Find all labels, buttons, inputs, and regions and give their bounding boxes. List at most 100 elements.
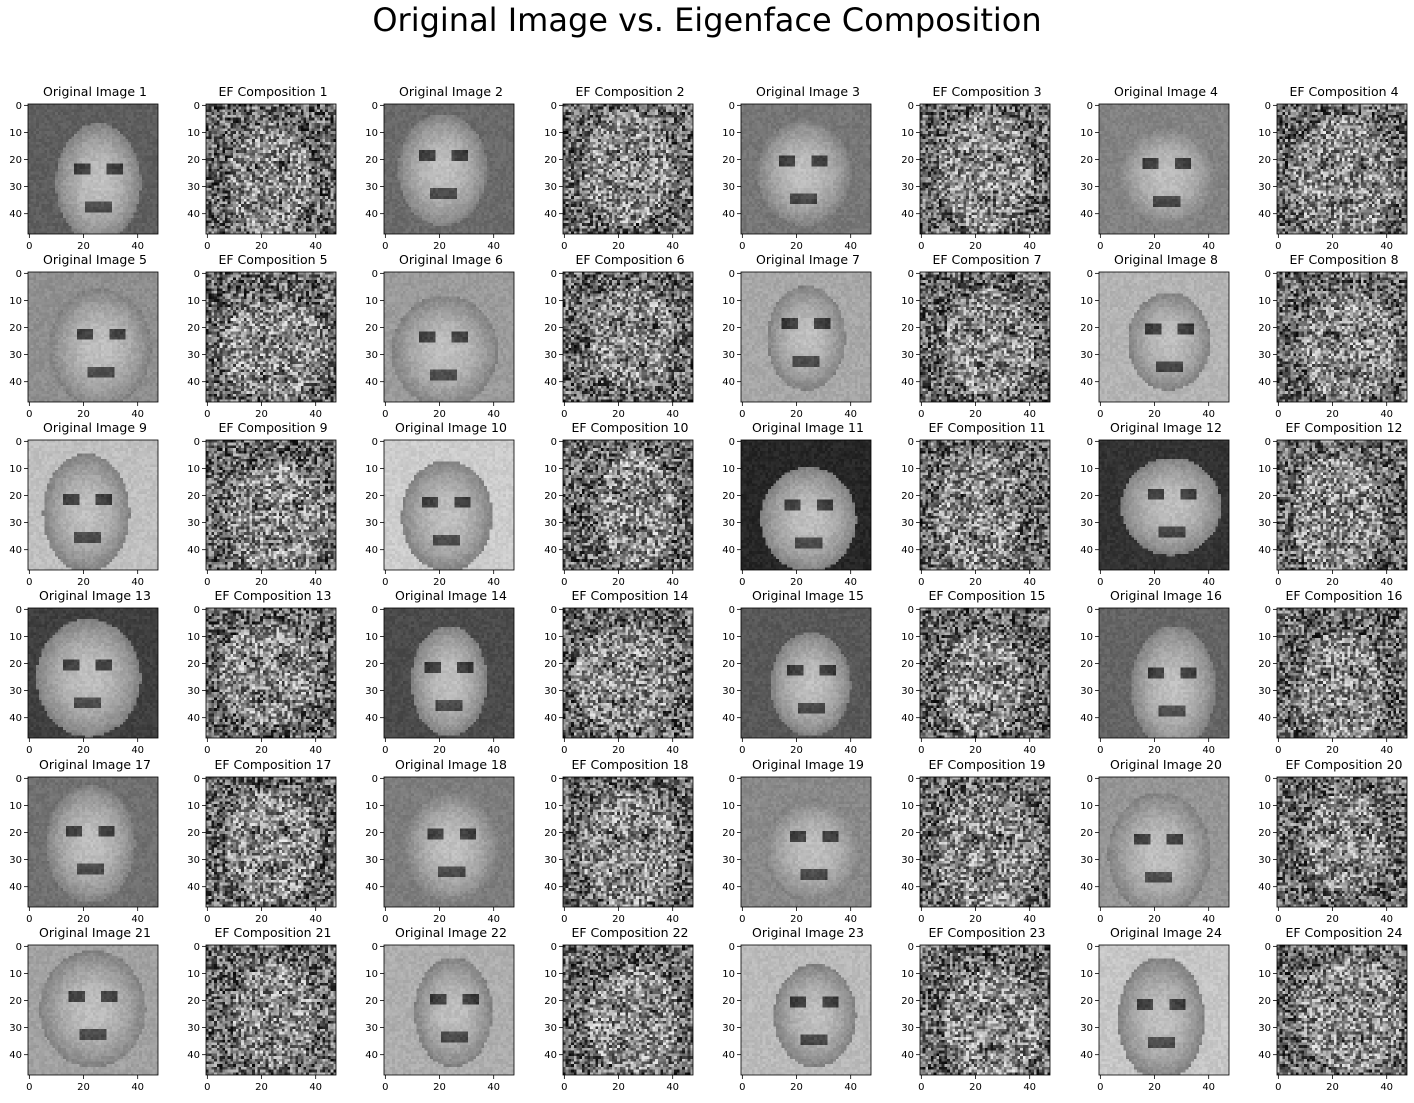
y-tick-label: 20 [187,659,200,670]
panel-title: Original Image 8 [1114,252,1218,267]
original-image [28,608,158,738]
y-tick-label: 40 [901,377,914,388]
x-tick-label: 40 [844,1082,857,1093]
y-tick-label: 10 [365,464,378,475]
x-tick-label: 20 [612,1082,625,1093]
x-tick-label: 40 [844,577,857,588]
panel-title: EF Composition 4 [1289,84,1399,99]
y-tick-label: 30 [187,350,200,361]
image-axes: 0 10 20 30 40 0 20 40 [722,269,872,420]
y-tick-label: 20 [365,828,378,839]
original-image [1099,777,1229,907]
y-tick-label: 0 [551,269,557,280]
y-tick-label: 30 [722,686,735,697]
original-image-panel: Original Image 7 0 10 20 30 40 0 20 40 [722,252,881,430]
y-tick-label: 20 [901,996,914,1007]
image-axes: 0 10 20 30 40 0 20 40 [1080,437,1230,588]
ef-composition-panel: EF Composition 14 0 10 20 30 40 0 20 40 [544,588,703,766]
panel-title: Original Image 20 [1110,757,1222,772]
axes-frame [383,944,515,1076]
x-tick-label: 0 [204,409,210,420]
y-tick-label: 30 [722,518,735,529]
x-tick-label: 0 [739,241,745,252]
y-tick-label: 40 [544,209,557,220]
eigenface-composition-image [920,945,1050,1075]
y-tick-label: 40 [544,1050,557,1061]
x-tick-label: 0 [561,1082,567,1093]
x-tick-label: 0 [1275,1082,1281,1093]
y-tick-label: 40 [1258,713,1271,724]
x-tick-label: 0 [918,745,924,756]
x-tick-label: 40 [1202,577,1215,588]
x-tick-label: 40 [131,1082,144,1093]
image-axes: 0 10 20 30 40 0 20 40 [722,774,872,925]
y-tick-label: 40 [722,1050,735,1061]
y-tick-label: 0 [16,101,22,112]
original-image-panel: Original Image 23 0 10 20 30 40 0 20 40 [722,925,881,1103]
original-image-panel: Original Image 3 0 10 20 30 40 0 20 40 [722,84,881,262]
y-tick-label: 40 [9,209,22,220]
y-tick-label: 10 [901,801,914,812]
y-tick-label: 10 [722,296,735,307]
axes-frame [1276,439,1408,571]
x-tick-label: 0 [1097,241,1103,252]
x-tick-label: 0 [1097,409,1103,420]
original-image-panel: Original Image 18 0 10 20 30 40 0 20 40 [365,757,524,935]
original-image-panel: Original Image 10 0 10 20 30 40 0 20 40 [365,420,524,598]
y-tick-label: 20 [1080,828,1093,839]
y-tick-label: 10 [1080,801,1093,812]
y-tick-label: 40 [544,377,557,388]
original-image-panel: Original Image 9 0 10 20 30 40 0 20 40 [9,420,168,598]
y-tick-label: 40 [1080,209,1093,220]
y-tick-label: 30 [1080,518,1093,529]
original-image [741,104,871,234]
y-tick-label: 20 [1258,155,1271,166]
x-tick-label: 20 [1326,914,1339,925]
ef-composition-panel: EF Composition 17 0 10 20 30 40 0 20 40 [187,757,346,935]
ef-composition-panel: EF Composition 23 0 10 20 30 40 0 20 40 [901,925,1060,1103]
y-tick-label: 0 [729,269,735,280]
axes-frame [562,776,694,908]
ef-composition-panel: EF Composition 13 0 10 20 30 40 0 20 40 [187,588,346,766]
y-tick-label: 20 [1258,491,1271,502]
y-tick-label: 40 [1080,545,1093,556]
panel-title: EF Composition 6 [575,252,685,267]
x-tick-label: 20 [969,577,982,588]
x-tick-label: 40 [1380,409,1393,420]
y-tick-label: 0 [372,269,378,280]
x-tick-label: 40 [1023,914,1036,925]
original-image [28,272,158,402]
y-tick-label: 30 [544,182,557,193]
eigenface-composition-image [920,608,1050,738]
axes-frame [1098,271,1230,403]
y-tick-label: 10 [544,464,557,475]
x-tick-label: 40 [1380,1082,1393,1093]
image-axes: 0 10 20 30 40 0 20 40 [901,605,1051,756]
y-tick-label: 0 [551,437,557,448]
original-image [1099,440,1229,570]
y-tick-label: 30 [722,855,735,866]
x-tick-label: 0 [26,914,32,925]
ef-composition-panel: EF Composition 8 0 10 20 30 40 0 20 40 [1258,252,1414,430]
original-image-panel: Original Image 24 0 10 20 30 40 0 20 40 [1080,925,1239,1103]
original-image-panel: Original Image 2 0 10 20 30 40 0 20 40 [365,84,524,262]
x-tick-label: 20 [1148,1082,1161,1093]
image-axes: 0 10 20 30 40 0 20 40 [9,437,159,588]
x-tick-label: 0 [739,409,745,420]
axes-frame [919,607,1051,739]
x-tick-label: 0 [739,577,745,588]
y-tick-label: 0 [908,942,914,953]
original-image [741,945,871,1075]
image-axes: 0 10 20 30 40 0 20 40 [9,605,159,756]
panel-title: EF Composition 13 [214,588,332,603]
x-tick-label: 20 [612,914,625,925]
x-tick-label: 40 [131,745,144,756]
x-tick-label: 0 [1275,914,1281,925]
y-tick-label: 0 [1087,269,1093,280]
y-tick-label: 10 [544,801,557,812]
y-tick-label: 0 [372,101,378,112]
x-tick-label: 40 [1202,409,1215,420]
y-tick-label: 0 [1265,101,1271,112]
y-tick-label: 0 [729,437,735,448]
image-axes: 0 10 20 30 40 0 20 40 [1258,942,1408,1093]
